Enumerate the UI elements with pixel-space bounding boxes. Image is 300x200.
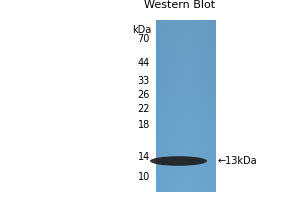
Text: 33: 33 (138, 76, 150, 86)
Text: 70: 70 (138, 34, 150, 44)
Text: 14: 14 (138, 152, 150, 162)
Text: 18: 18 (138, 120, 150, 130)
Ellipse shape (150, 156, 207, 166)
Text: 44: 44 (138, 58, 150, 68)
Text: 22: 22 (137, 104, 150, 114)
Text: 10: 10 (138, 172, 150, 182)
Text: Western Blot: Western Blot (144, 0, 216, 10)
Text: kDa: kDa (132, 25, 152, 35)
Text: ←13kDa: ←13kDa (218, 156, 257, 166)
Text: 26: 26 (138, 90, 150, 100)
